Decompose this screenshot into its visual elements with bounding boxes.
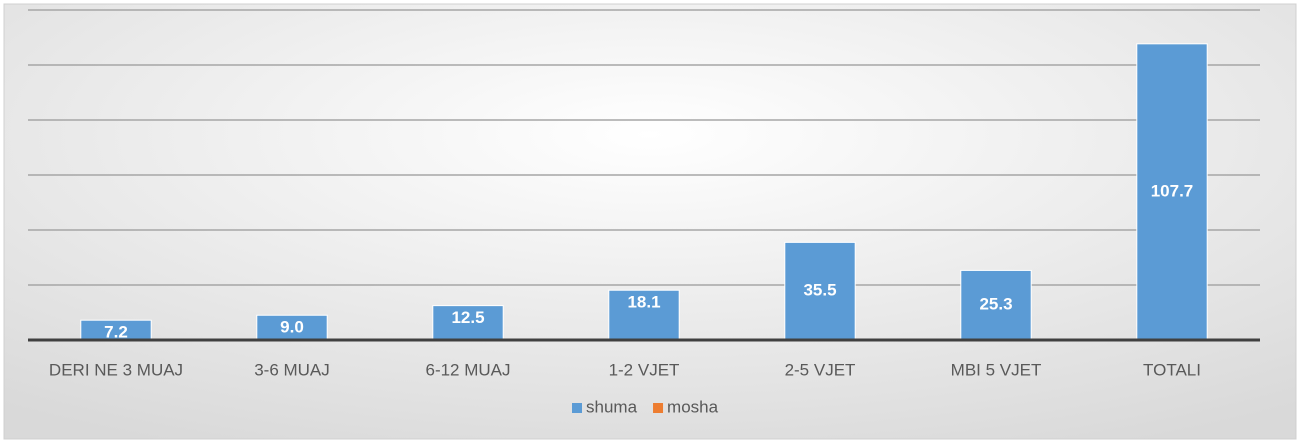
data-label: 9.0 — [280, 318, 304, 337]
data-label: 35.5 — [803, 281, 836, 300]
legend-label: mosha — [667, 397, 719, 416]
data-label: 25.3 — [979, 295, 1012, 314]
data-label: 7.2 — [104, 323, 128, 342]
data-label: 107.7 — [1151, 181, 1194, 200]
x-tick-label: 2-5 VJET — [785, 360, 856, 379]
chart-background — [3, 3, 1297, 440]
bar — [1136, 43, 1208, 341]
x-tick-label: 1-2 VJET — [609, 360, 680, 379]
x-tick-label: 6-12 MUAJ — [425, 360, 510, 379]
x-tick-label: MBI 5 VJET — [951, 360, 1042, 379]
data-label: 12.5 — [451, 308, 484, 327]
bar — [960, 269, 1032, 341]
bar — [784, 241, 856, 341]
x-tick-label: 3-6 MUAJ — [254, 360, 330, 379]
legend-label: shuma — [586, 397, 638, 416]
legend-swatch — [653, 403, 664, 413]
x-tick-label: DERI NE 3 MUAJ — [49, 360, 183, 379]
x-tick-label: TOTALI — [1143, 360, 1201, 379]
data-label: 18.1 — [627, 293, 660, 312]
legend-swatch — [572, 403, 582, 413]
